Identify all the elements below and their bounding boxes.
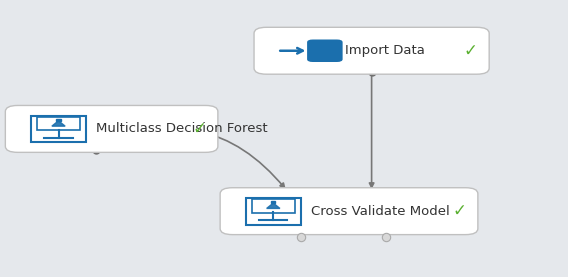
Polygon shape (52, 121, 65, 126)
Text: ✓: ✓ (452, 202, 466, 220)
FancyArrowPatch shape (97, 129, 285, 188)
FancyBboxPatch shape (246, 198, 301, 225)
FancyBboxPatch shape (307, 40, 343, 62)
Polygon shape (266, 203, 280, 208)
Text: Cross Validate Model: Cross Validate Model (311, 205, 449, 218)
Polygon shape (56, 119, 61, 121)
FancyBboxPatch shape (5, 106, 218, 152)
FancyBboxPatch shape (37, 117, 80, 130)
Text: ✓: ✓ (193, 120, 206, 138)
Text: ✓: ✓ (463, 42, 478, 60)
FancyBboxPatch shape (252, 199, 295, 213)
FancyBboxPatch shape (254, 27, 489, 74)
Text: Multiclass Decision Forest: Multiclass Decision Forest (96, 122, 268, 135)
FancyBboxPatch shape (220, 188, 478, 235)
Text: Import Data: Import Data (345, 44, 424, 57)
Polygon shape (272, 201, 275, 203)
FancyBboxPatch shape (31, 116, 86, 142)
